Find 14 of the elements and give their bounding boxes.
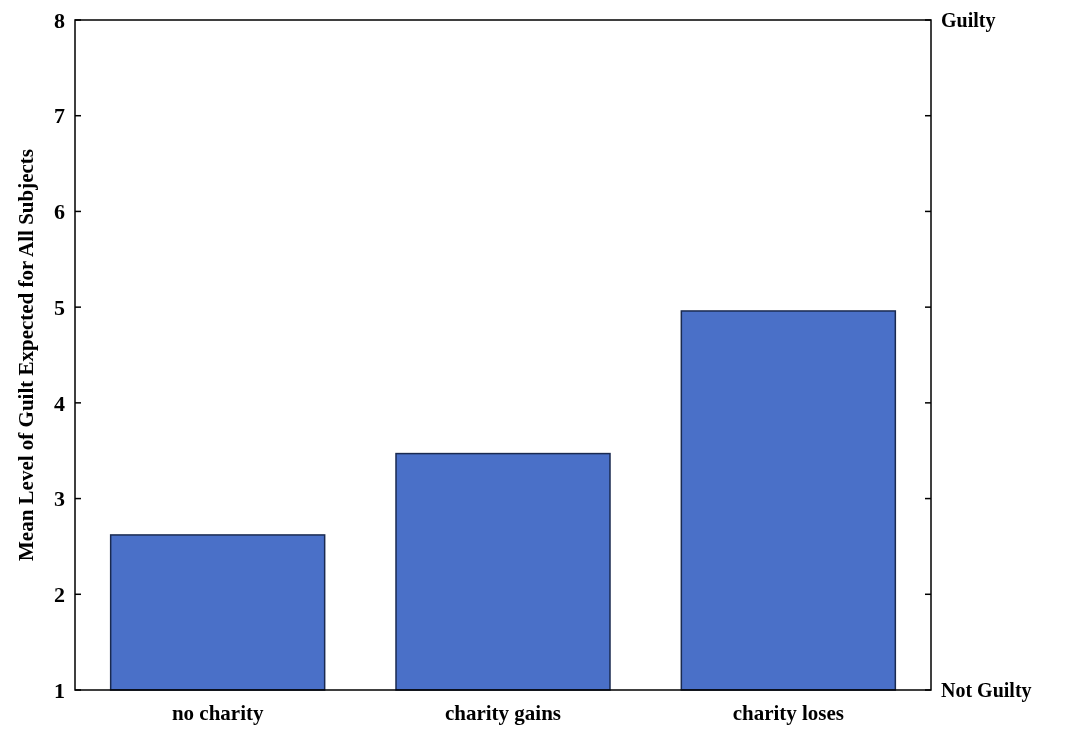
y-tick-label: 6 [54,199,65,225]
x-tick-label: no charity [171,701,264,725]
x-tick-label: charity loses [732,701,845,725]
y-tick-label: 1 [54,677,65,703]
y-tick-label: 5 [54,294,65,320]
text: Guilty [941,9,996,32]
y-tick-label: 2 [54,581,65,607]
text: Not Guilty [941,679,1032,702]
y-axis-title: Mean Level of Guilt Expected for All Subjects [14,149,38,561]
y-tick-label: 8 [54,7,65,33]
y-tick-label: 4 [54,390,65,416]
x-tick-label: charity gains [444,701,562,725]
y-tick-label: 7 [54,103,65,129]
y-tick-label: 3 [54,486,65,512]
